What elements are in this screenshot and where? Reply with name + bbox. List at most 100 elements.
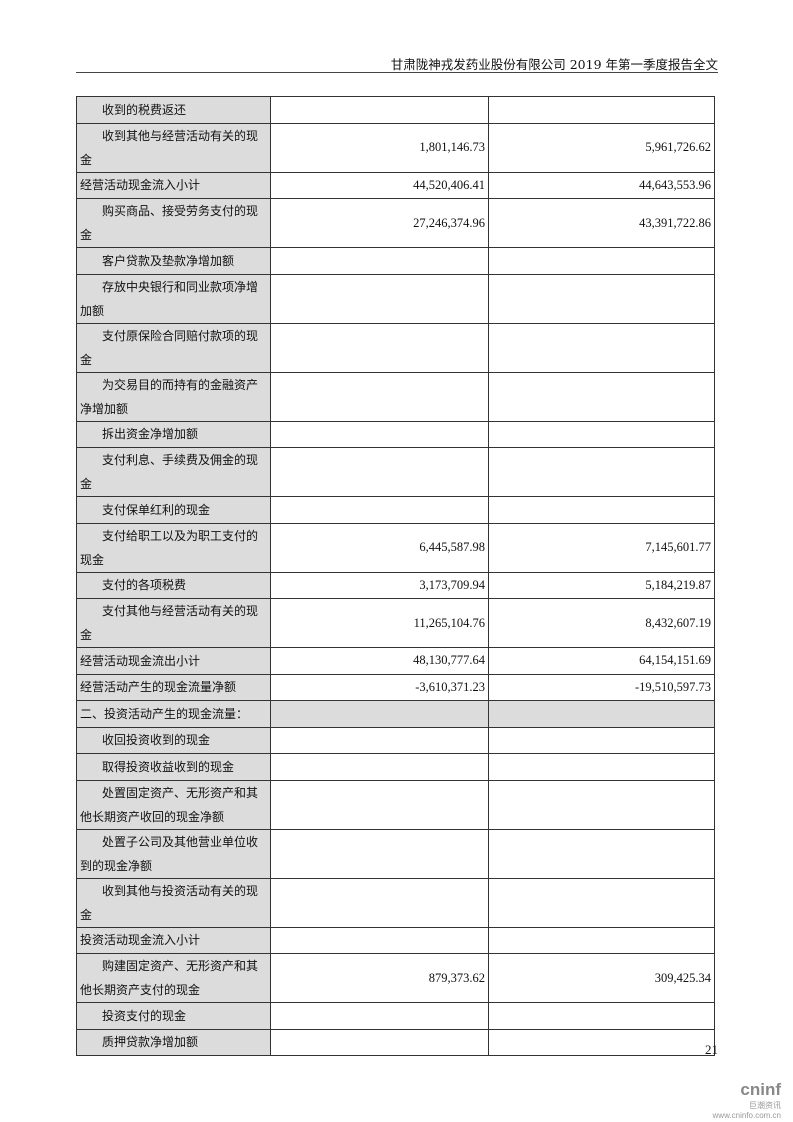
table-row: 收到的税费返还 (76, 96, 715, 124)
row-label: 经营活动现金流入小计 (76, 171, 271, 199)
section-header-row: 二、投资活动产生的现金流量： (76, 700, 715, 728)
prior-period-value (488, 1002, 715, 1030)
current-period-value (270, 96, 489, 124)
table-row: 收到其他与经营活动有关的现金 1,801,146.73 5,961,726.62 (76, 122, 715, 173)
prior-period-value: 5,184,219.87 (488, 571, 715, 599)
row-label: 存放中央银行和同业款项净增加额 (76, 273, 271, 324)
table-row: 客户贷款及垫款净增加额 (76, 247, 715, 275)
prior-period-value (488, 1028, 715, 1056)
row-label: 经营活动产生的现金流量净额 (76, 673, 271, 701)
row-label: 支付的各项税费 (76, 571, 271, 599)
current-period-value: 27,246,374.96 (270, 198, 489, 248)
prior-period-value (488, 273, 715, 324)
prior-period-value (488, 779, 715, 830)
table-row: 存放中央银行和同业款项净增加额 (76, 273, 715, 324)
logo-text: cninf (740, 1080, 781, 1099)
current-period-value (270, 753, 489, 781)
table-row: 处置固定资产、无形资产和其他长期资产收回的现金净额 (76, 779, 715, 830)
table-row: 取得投资收益收到的现金 (76, 753, 715, 781)
current-period-value: 1,801,146.73 (270, 122, 489, 173)
prior-period-value: -19,510,597.73 (488, 673, 715, 701)
header-divider (76, 72, 718, 73)
current-period-value (270, 828, 489, 879)
row-label: 收到其他与经营活动有关的现金 (76, 122, 271, 173)
current-period-value: 44,520,406.41 (270, 171, 489, 199)
row-label: 收回投资收到的现金 (76, 726, 271, 754)
page-number: 21 (705, 1042, 718, 1057)
table-row: 购建固定资产、无形资产和其他长期资产支付的现金 879,373.62 309,425… (76, 953, 715, 1003)
table-row: 支付保单红利的现金 (76, 496, 715, 524)
table-row: 为交易目的而持有的金融资产净增加额 (76, 371, 715, 422)
current-period-value (270, 877, 489, 928)
table-row: 支付原保险合同赔付款项的现金 (76, 322, 715, 373)
row-label: 收到的税费返还 (76, 96, 271, 124)
table-row: 收回投资收到的现金 (76, 726, 715, 754)
prior-period-value (488, 247, 715, 275)
row-label: 投资支付的现金 (76, 1002, 271, 1030)
current-period-value (270, 779, 489, 830)
current-period-value (270, 496, 489, 524)
table-row: 投资支付的现金 (76, 1002, 715, 1030)
table-row: 经营活动产生的现金流量净额 -3,610,371.23 -19,510,597.73 (76, 673, 715, 701)
prior-period-value: 44,643,553.96 (488, 171, 715, 199)
row-label: 处置固定资产、无形资产和其他长期资产收回的现金净额 (76, 779, 271, 830)
row-label: 购建固定资产、无形资产和其他长期资产支付的现金 (76, 953, 271, 1003)
row-label: 购买商品、接受劳务支付的现金 (76, 198, 271, 248)
table-row: 购买商品、接受劳务支付的现金 27,246,374.96 43,391,722.86 (76, 198, 715, 248)
row-label: 二、投资活动产生的现金流量： (76, 700, 271, 728)
row-label: 收到其他与投资活动有关的现金 (76, 877, 271, 928)
table-row: 经营活动现金流入小计 44,520,406.41 44,643,553.96 (76, 171, 715, 199)
current-period-value (270, 447, 489, 497)
prior-period-value: 43,391,722.86 (488, 198, 715, 248)
current-period-value: 48,130,777.64 (270, 647, 489, 675)
current-period-value (270, 371, 489, 422)
table-row: 投资活动现金流入小计 (76, 926, 715, 954)
prior-period-value (488, 726, 715, 754)
cninfo-logo: cninf 巨潮资讯 www.cninfo.com.cn (713, 1080, 781, 1120)
prior-period-value (488, 96, 715, 124)
prior-period-value (488, 753, 715, 781)
row-label: 质押贷款净增加额 (76, 1028, 271, 1056)
table-row: 支付利息、手续费及佣金的现金 (76, 447, 715, 497)
prior-period-value: 5,961,726.62 (488, 122, 715, 173)
prior-period-value: 8,432,607.19 (488, 598, 715, 648)
current-period-value (270, 273, 489, 324)
table-row: 经营活动现金流出小计 48,130,777.64 64,154,151.69 (76, 647, 715, 675)
current-period-value: 11,265,104.76 (270, 598, 489, 648)
current-period-value (270, 420, 489, 448)
current-period-value: 6,445,587.98 (270, 522, 489, 573)
prior-period-value (488, 447, 715, 497)
row-label: 支付原保险合同赔付款项的现金 (76, 322, 271, 373)
row-label: 支付保单红利的现金 (76, 496, 271, 524)
prior-period-value (488, 322, 715, 373)
prior-period-value (488, 371, 715, 422)
row-label: 为交易目的而持有的金融资产净增加额 (76, 371, 271, 422)
row-label: 支付给职工以及为职工支付的现金 (76, 522, 271, 573)
prior-period-value (488, 926, 715, 954)
current-period-value (270, 322, 489, 373)
row-label: 处置子公司及其他营业单位收到的现金净额 (76, 828, 271, 879)
prior-period-value: 309,425.34 (488, 953, 715, 1003)
cash-flow-table: 收到的税费返还 收到其他与经营活动有关的现金 1,801,146.73 5,961,7… (76, 96, 715, 1056)
current-period-value: -3,610,371.23 (270, 673, 489, 701)
row-label: 客户贷款及垫款净增加额 (76, 247, 271, 275)
prior-period-value (488, 420, 715, 448)
current-period-value: 879,373.62 (270, 953, 489, 1003)
table-row: 拆出资金净增加额 (76, 420, 715, 448)
current-period-value (270, 926, 489, 954)
row-label: 支付利息、手续费及佣金的现金 (76, 447, 271, 497)
row-label: 经营活动现金流出小计 (76, 647, 271, 675)
prior-period-value (488, 828, 715, 879)
current-period-value (270, 247, 489, 275)
table-row: 支付给职工以及为职工支付的现金 6,445,587.98 7,145,601.77 (76, 522, 715, 573)
table-row: 支付的各项税费 3,173,709.94 5,184,219.87 (76, 571, 715, 599)
document-header: 甘肃陇神戎发药业股份有限公司 2019 年第一季度报告全文 (390, 57, 718, 72)
row-label: 支付其他与经营活动有关的现金 (76, 598, 271, 648)
current-period-value: 3,173,709.94 (270, 571, 489, 599)
current-period-value (270, 1002, 489, 1030)
prior-period-value: 64,154,151.69 (488, 647, 715, 675)
current-period-value (270, 726, 489, 754)
current-period-value (270, 1028, 489, 1056)
logo-subtitle: 巨潮资讯 (749, 1101, 781, 1110)
row-label: 取得投资收益收到的现金 (76, 753, 271, 781)
